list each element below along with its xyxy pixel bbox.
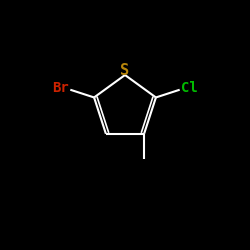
- Text: S: S: [120, 63, 130, 78]
- Text: Cl: Cl: [181, 82, 198, 96]
- Text: Br: Br: [52, 82, 69, 96]
